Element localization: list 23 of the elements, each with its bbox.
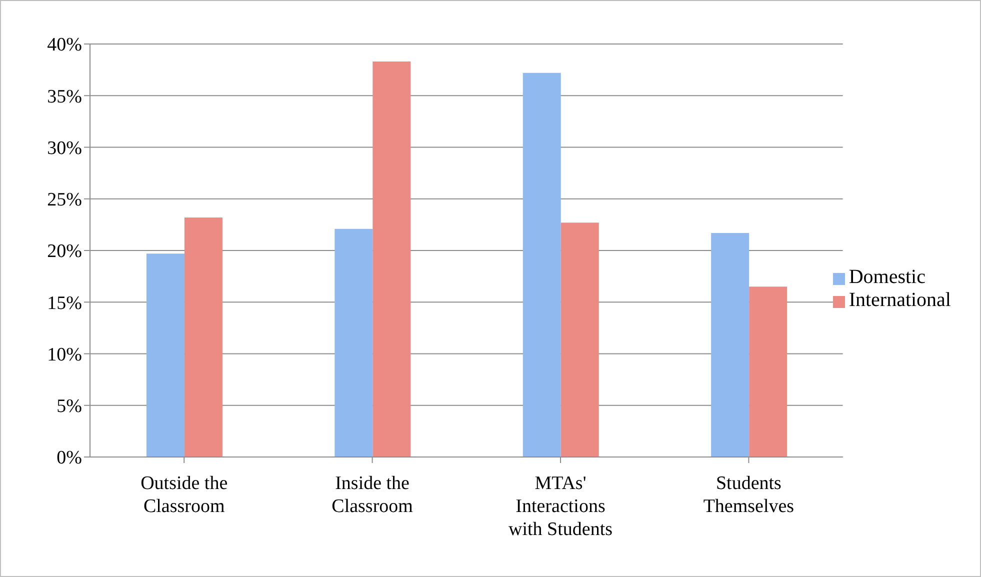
y-tick-label: 5% [56,396,82,418]
y-tick-label: 0% [56,448,82,469]
y-tick-label: 15% [47,292,82,314]
x-tick-label: Students Themselves [703,473,794,517]
bar [749,286,788,457]
bar [522,72,561,457]
y-tick-label: 10% [47,344,82,366]
bar [334,228,373,457]
bar [560,222,599,457]
x-tick-label: MTAs' Interactions with Students [508,473,612,540]
y-tick-label: 30% [47,138,82,159]
legend-label: Domestic [848,266,926,288]
y-tick-label: 35% [47,86,82,108]
bar [711,232,750,457]
bar [372,62,411,457]
x-tick-label: Inside the Classroom [332,473,414,517]
bar [146,254,184,457]
y-tick-label: 40% [47,34,82,56]
bar [184,217,222,457]
y-tick-label: 20% [47,241,82,262]
y-tick-label: 25% [47,190,82,211]
x-tick-label: Outside the Classroom [140,473,228,517]
legend-label: International [848,288,951,310]
